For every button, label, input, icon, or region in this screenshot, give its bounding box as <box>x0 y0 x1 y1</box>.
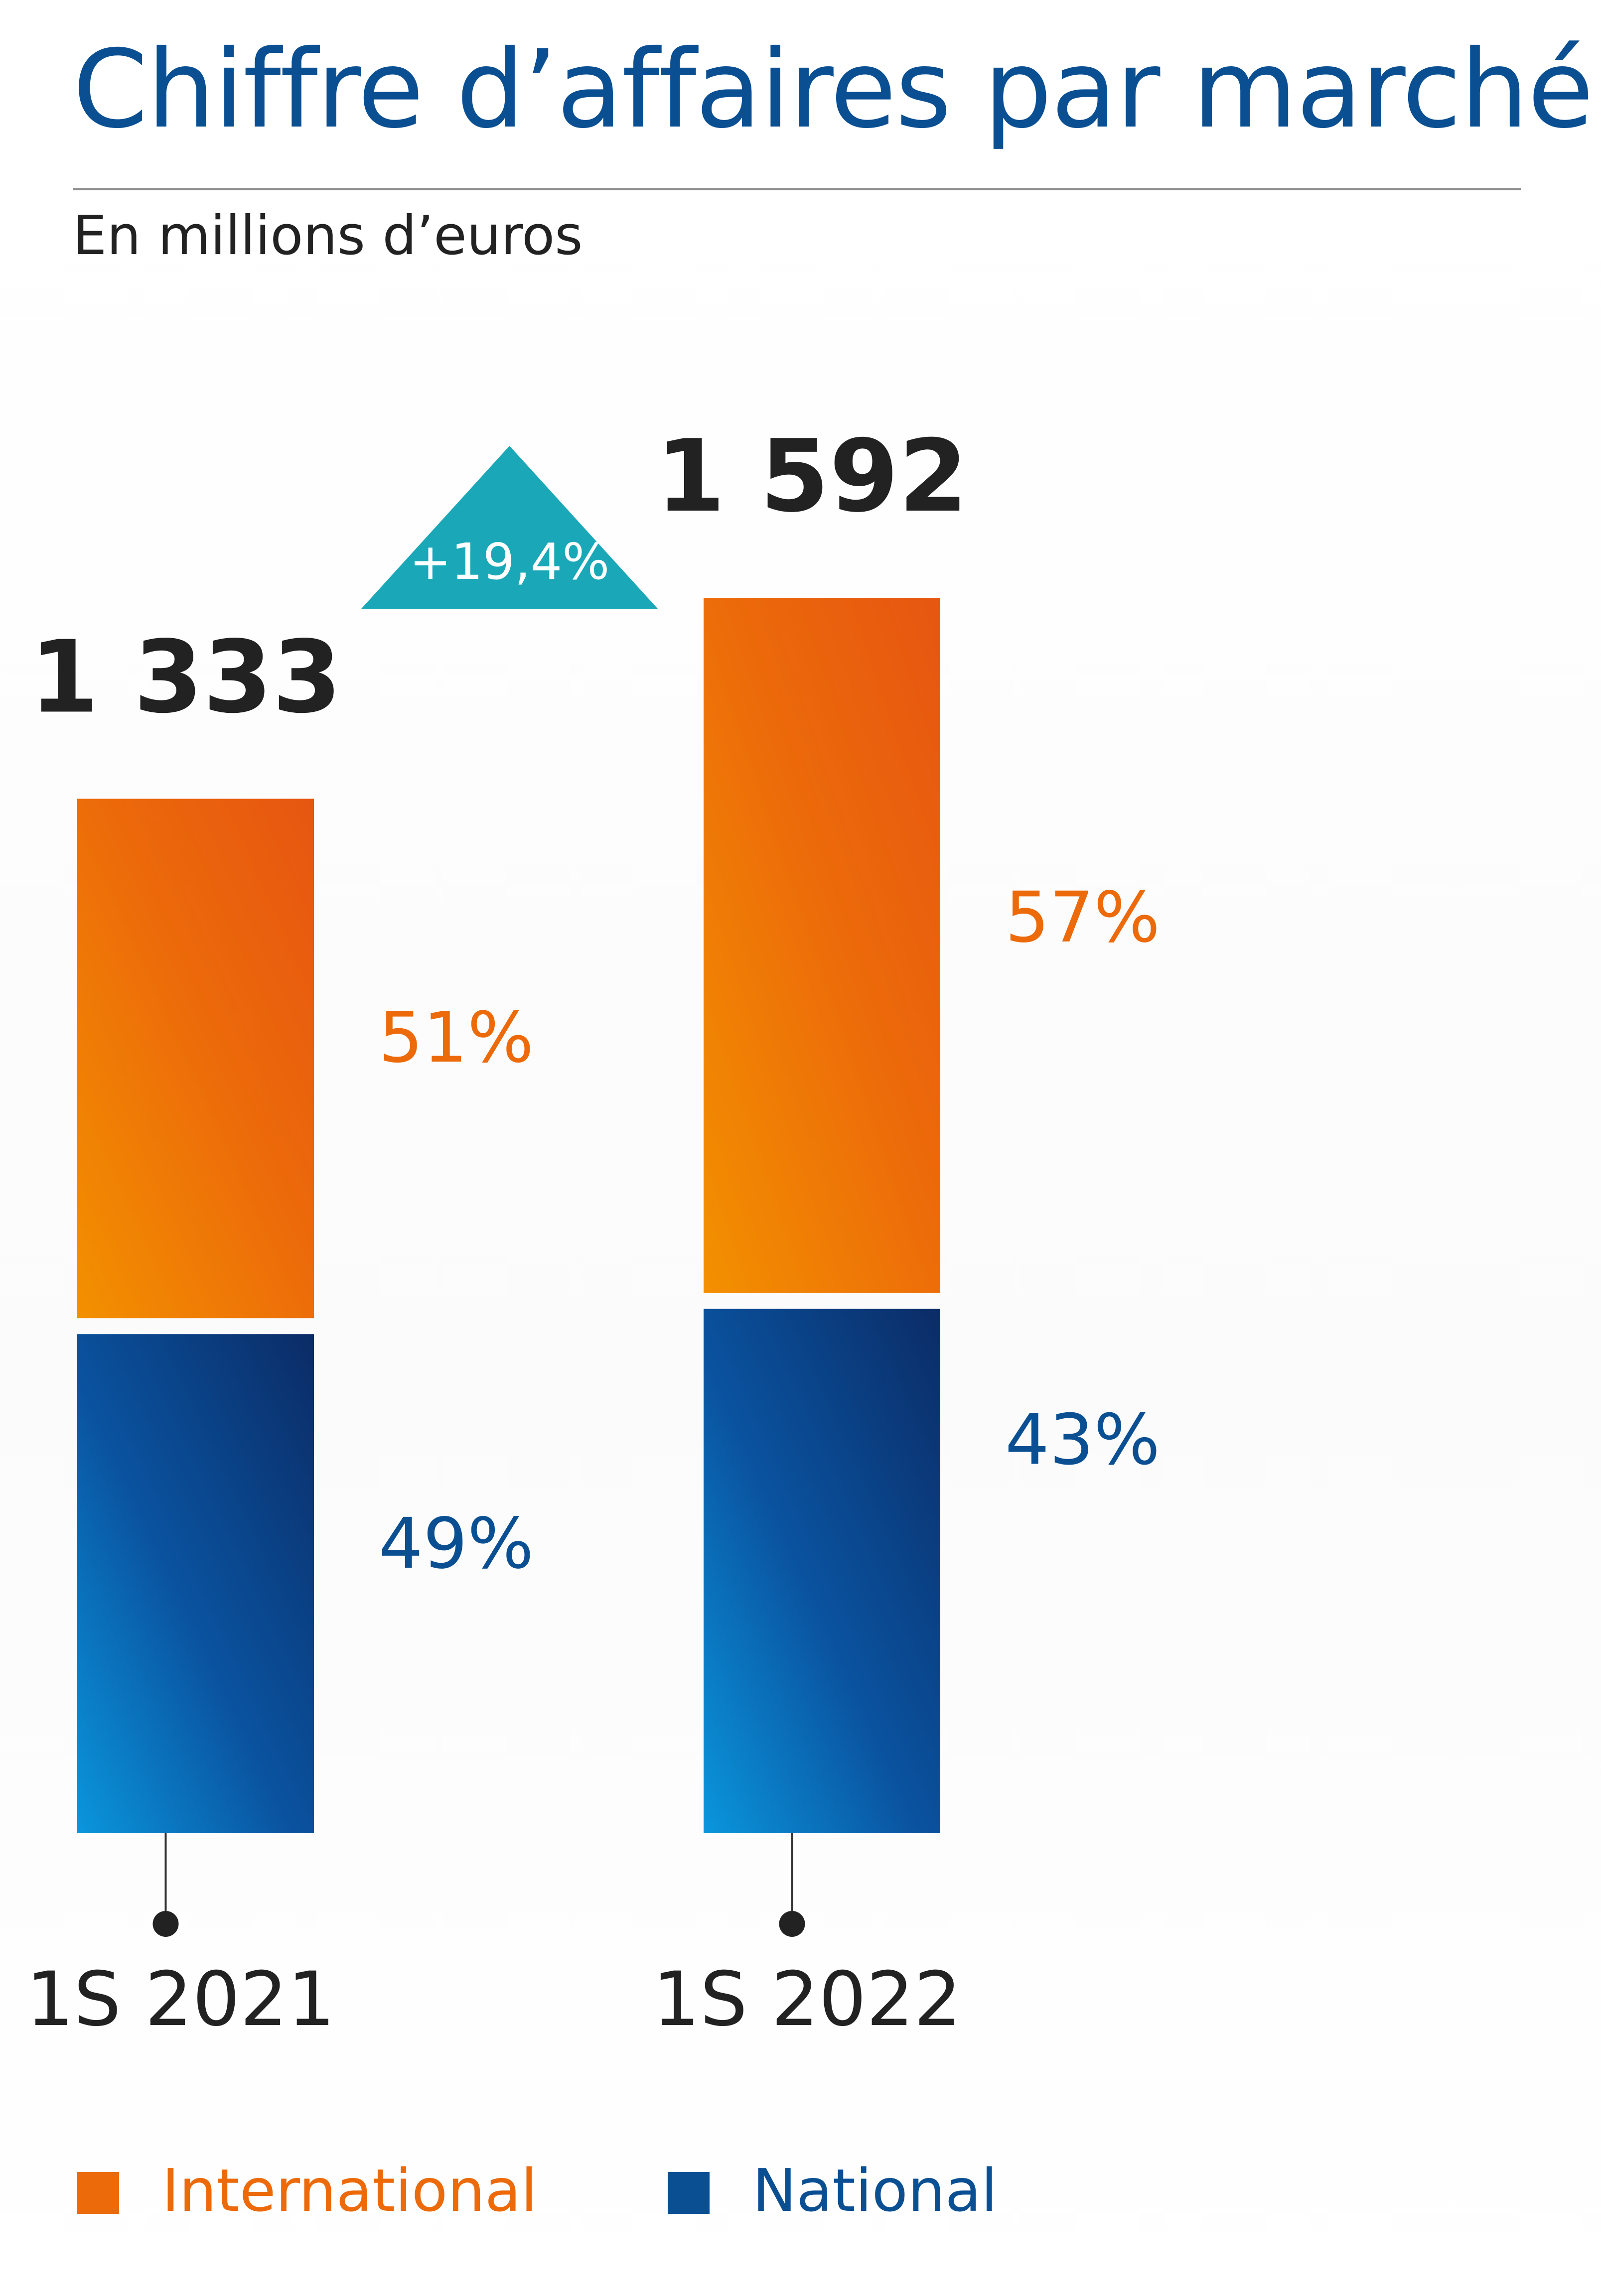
bar-national-1 <box>704 1309 940 1833</box>
total-label-0: 1 333 <box>29 619 341 735</box>
percent-label-national-1: 43% <box>1005 1400 1160 1481</box>
percent-label-international-0: 51% <box>379 997 534 1079</box>
bar-international-0 <box>77 799 314 1319</box>
percent-label-national-0: 49% <box>379 1503 534 1585</box>
labels-layer: 51% 49% 1 333 1S 2021 57% 43% 1 592 1S 2022 +19,… <box>26 418 1160 2043</box>
legend-label-national: National <box>752 2156 998 2225</box>
legend-swatch-national <box>668 2172 710 2214</box>
chart-subtitle: En millions d’euros <box>73 205 583 267</box>
bar-national-0 <box>77 1334 314 1833</box>
growth-badge <box>361 446 658 609</box>
total-label-1: 1 592 <box>656 418 968 535</box>
legend-swatch-international <box>77 2172 119 2214</box>
bars-layer <box>77 598 940 1833</box>
growth-label: +19,4% <box>410 533 609 591</box>
category-dot-0 <box>152 1911 179 1937</box>
legend-label-international: International <box>162 2156 538 2225</box>
category-label-0: 1S 2021 <box>26 1956 335 2043</box>
percent-label-international-1: 57% <box>1005 877 1160 958</box>
category-label-1: 1S 2022 <box>652 1956 961 2043</box>
chart-title: Chiffre d’affaires par marché <box>73 27 1594 152</box>
bar-international-1 <box>704 598 940 1293</box>
title-divider <box>73 188 1521 190</box>
category-dot-1 <box>779 1911 805 1937</box>
